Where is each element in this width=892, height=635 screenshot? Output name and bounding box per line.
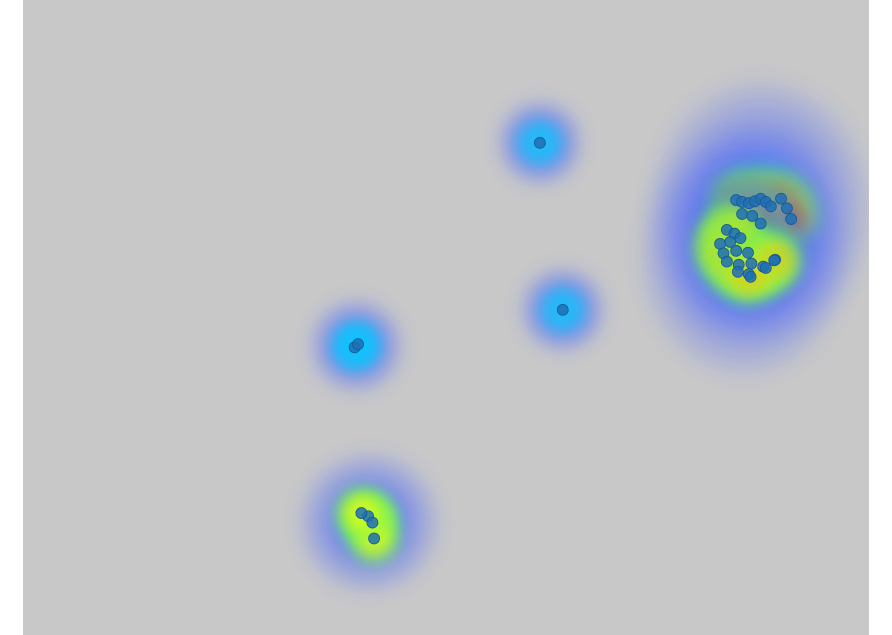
fixation-point xyxy=(368,532,380,545)
fixation-point xyxy=(736,208,748,220)
heatmap-plot xyxy=(23,0,869,635)
heatmap-panel xyxy=(23,0,869,635)
fixation-point xyxy=(556,303,569,316)
fixation-point xyxy=(768,254,781,267)
fixation-point xyxy=(734,232,747,245)
fixation-point xyxy=(720,255,733,268)
fixation-point xyxy=(781,202,793,215)
fixation-point xyxy=(352,338,364,351)
fixation-point xyxy=(355,507,368,519)
fixation-point xyxy=(759,262,772,274)
fixation-point xyxy=(754,217,767,230)
fixation-point xyxy=(745,257,758,270)
fixation-point xyxy=(775,192,787,205)
fixation-point xyxy=(742,246,754,259)
fixation-point xyxy=(534,136,546,149)
fixation-point xyxy=(746,209,759,222)
fixation-point xyxy=(764,200,777,213)
fixation-point xyxy=(731,265,744,278)
fixation-point xyxy=(724,236,737,248)
fixation-point xyxy=(744,270,757,283)
point-layer xyxy=(348,136,798,545)
fixation-point xyxy=(785,213,798,225)
fixation-point xyxy=(366,516,379,529)
fixation-point xyxy=(730,244,743,257)
